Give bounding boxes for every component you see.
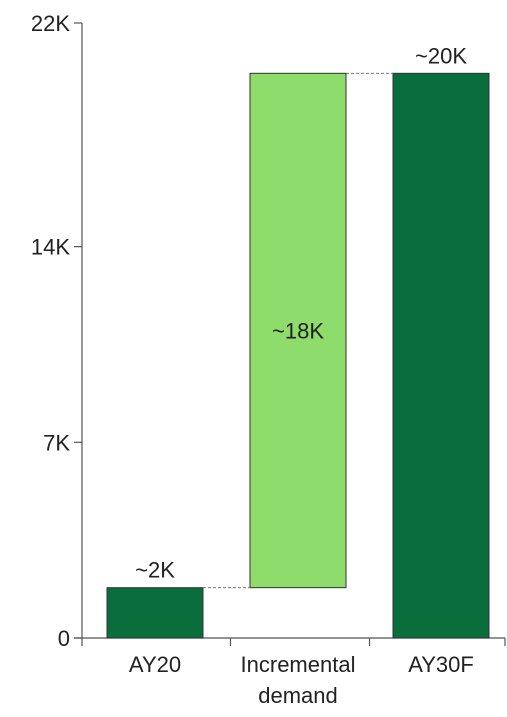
x-category-label: AY20 (129, 652, 181, 677)
data-label: ~2K (135, 558, 175, 583)
y-tick-label: 7K (43, 430, 70, 455)
bars-layer (106, 72, 490, 639)
data-label: ~20K (415, 43, 467, 68)
bar (249, 72, 347, 589)
x-category-label: AY30F (408, 652, 474, 677)
bar (106, 587, 204, 639)
connector-layer (203, 72, 393, 589)
bar (392, 72, 490, 639)
data-label: ~18K (272, 319, 324, 344)
x-category-label: Incremental (241, 652, 356, 677)
x-category-label: demand (258, 683, 338, 708)
labels-layer: ~2K ~18K ~20K AY20 Incremental demand AY30F (129, 43, 474, 708)
y-tick-label: 22K (31, 11, 70, 36)
y-tick-label: 14K (31, 235, 70, 260)
y-tick-label: 0 (58, 626, 70, 651)
